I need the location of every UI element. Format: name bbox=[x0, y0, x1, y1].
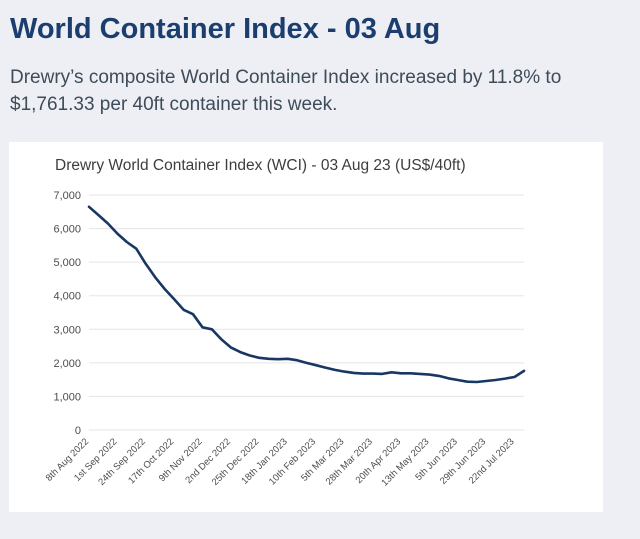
chart-title: Drewry World Container Index (WCI) - 03 … bbox=[55, 156, 466, 174]
page-summary: Drewry’s composite World Container Index… bbox=[10, 66, 562, 115]
y-axis-tick-label: 6,000 bbox=[53, 223, 81, 235]
y-axis-tick-label: 7,000 bbox=[53, 190, 81, 202]
y-axis-tick-label: 5,000 bbox=[53, 257, 81, 269]
page: World Container Index - 03 Aug Drewry’s … bbox=[9, 13, 603, 512]
y-axis-tick-label: 1,000 bbox=[53, 391, 81, 403]
page-title: World Container Index - 03 Aug bbox=[10, 13, 441, 45]
y-axis-tick-label: 3,000 bbox=[53, 324, 81, 336]
wci-line-chart: 01,0002,0003,0004,0005,0006,0007,0008th … bbox=[44, 190, 526, 488]
y-axis-tick-label: 4,000 bbox=[53, 291, 81, 303]
chart-card: Drewry World Container Index (WCI) - 03 … bbox=[9, 141, 603, 512]
y-axis-tick-label: 2,000 bbox=[53, 358, 81, 370]
wci-series-line bbox=[87, 205, 526, 384]
y-axis-tick-label: 0 bbox=[75, 425, 81, 437]
